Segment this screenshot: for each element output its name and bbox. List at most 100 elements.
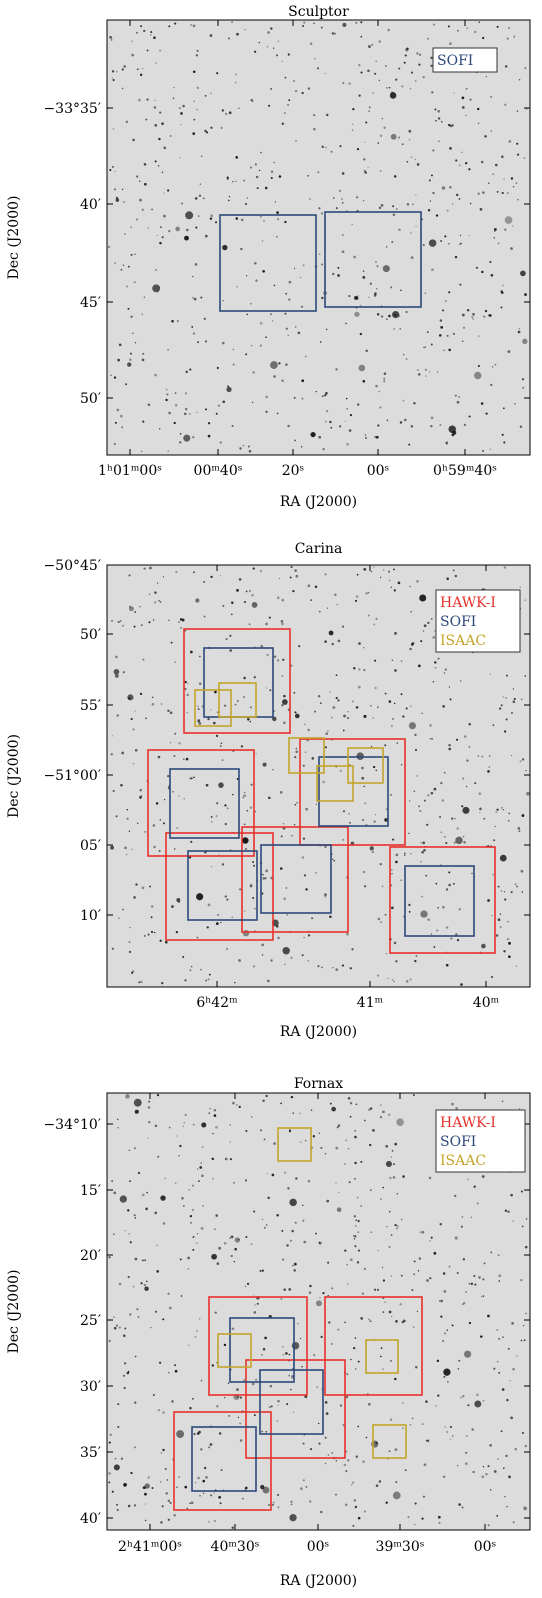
star — [446, 334, 449, 337]
star — [363, 885, 367, 888]
star — [309, 1500, 312, 1503]
star — [435, 882, 438, 885]
star — [127, 265, 130, 268]
star — [213, 1228, 216, 1231]
star — [267, 1196, 270, 1200]
star — [293, 1269, 297, 1272]
star — [474, 782, 477, 785]
star — [243, 696, 245, 698]
star — [341, 172, 345, 175]
star — [243, 794, 247, 797]
star — [454, 394, 457, 397]
star — [303, 874, 307, 877]
star — [270, 27, 273, 30]
star — [442, 705, 445, 708]
star — [395, 208, 398, 210]
y-tick-label: −51°00′ — [43, 768, 101, 784]
star — [233, 1181, 236, 1184]
star — [130, 226, 132, 228]
star — [314, 710, 317, 713]
star — [179, 441, 182, 444]
star — [238, 107, 240, 110]
star — [210, 815, 213, 818]
star — [441, 799, 445, 802]
star — [399, 328, 401, 330]
star — [391, 906, 394, 910]
star — [313, 114, 316, 117]
star — [327, 1261, 330, 1264]
star — [209, 34, 213, 37]
star — [222, 400, 226, 404]
star — [127, 1275, 130, 1279]
star — [140, 795, 143, 797]
star — [291, 834, 293, 837]
star — [388, 700, 392, 703]
star — [191, 1208, 194, 1211]
star — [192, 1235, 195, 1239]
star — [213, 1108, 217, 1112]
star — [192, 275, 194, 278]
star — [262, 270, 265, 273]
star — [448, 1265, 451, 1268]
star — [178, 742, 181, 745]
star — [253, 1311, 257, 1314]
star — [129, 352, 132, 355]
star — [507, 921, 509, 923]
star — [387, 28, 390, 32]
star — [270, 959, 273, 962]
star — [446, 1329, 449, 1331]
star — [288, 1130, 291, 1133]
star — [301, 954, 304, 957]
star — [326, 607, 329, 609]
star — [143, 296, 146, 298]
star — [244, 1486, 248, 1490]
star — [154, 1310, 157, 1313]
star — [405, 707, 408, 710]
star — [446, 577, 449, 581]
star — [454, 1236, 458, 1240]
star — [357, 1219, 360, 1223]
star — [426, 1279, 429, 1282]
star — [350, 1358, 352, 1361]
star — [390, 91, 394, 95]
star — [395, 860, 398, 864]
star — [260, 644, 264, 648]
star — [391, 838, 395, 841]
star — [217, 913, 220, 916]
star — [154, 160, 157, 163]
star — [300, 1487, 303, 1490]
star — [273, 655, 277, 658]
star — [293, 823, 296, 826]
star — [276, 659, 280, 662]
star — [161, 1505, 164, 1508]
star — [279, 791, 283, 794]
star — [403, 61, 406, 64]
star — [144, 1503, 147, 1505]
star — [142, 352, 145, 355]
star — [353, 1499, 356, 1502]
star — [346, 1283, 349, 1285]
star — [483, 1262, 486, 1265]
star — [447, 25, 450, 28]
star — [378, 79, 381, 82]
star — [418, 63, 421, 66]
star — [360, 1160, 363, 1163]
star — [516, 885, 519, 888]
star — [348, 429, 352, 432]
star — [409, 705, 412, 708]
star — [134, 1355, 137, 1358]
star — [220, 1469, 223, 1472]
star — [137, 1171, 141, 1175]
footprint — [260, 844, 332, 914]
star — [133, 625, 136, 628]
star — [324, 146, 327, 149]
star — [231, 21, 233, 24]
star — [422, 841, 426, 845]
star — [205, 1476, 208, 1479]
star — [149, 885, 151, 888]
star — [307, 728, 310, 732]
star — [396, 1118, 404, 1126]
star — [503, 178, 505, 180]
star — [380, 204, 384, 207]
